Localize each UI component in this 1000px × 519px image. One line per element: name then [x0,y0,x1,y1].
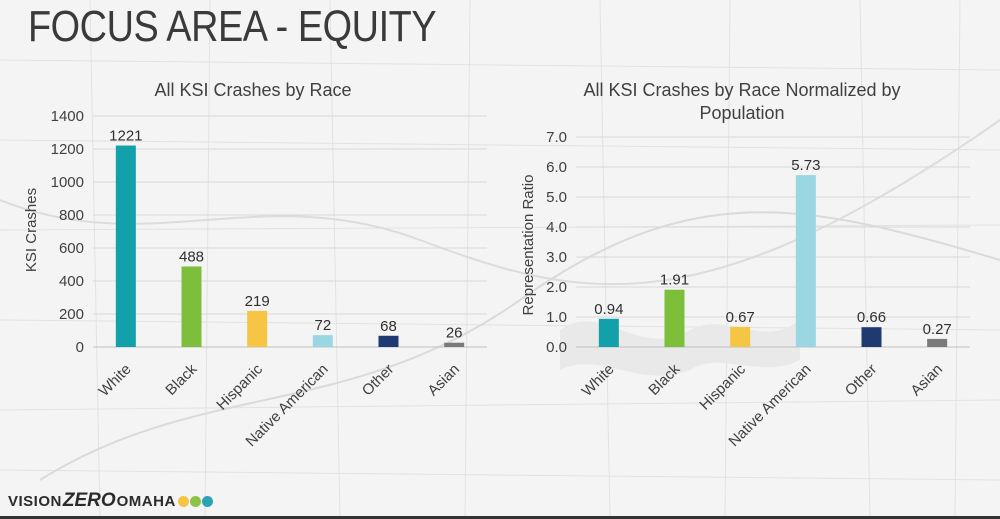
y-tick-label: 6.0 [546,159,567,176]
y-tick-label: 600 [59,240,84,257]
data-label: 219 [245,293,270,310]
data-label: 68 [380,318,397,335]
logo-dots [177,495,213,507]
y-tick-label: 2.0 [546,279,567,296]
y-tick-label: 1.0 [546,309,567,326]
logo-vision-text: VISION [8,492,62,510]
data-label: 1221 [109,128,142,145]
y-tick-label: 400 [59,273,84,290]
y-tick-label: 0.0 [546,339,567,356]
category-label: Hispanic [696,360,749,413]
bar-black [664,289,685,347]
category-label: Hispanic [213,360,266,413]
bar-hispanic [247,310,268,347]
category-label: Black [162,360,200,398]
slide-title: FOCUS AREA - EQUITY [28,2,437,51]
chart1-ylabel: KSI Crashes [23,188,40,272]
data-label: 0.94 [594,301,623,318]
category-label: Other [842,361,881,400]
chart1-data-labels: 1221 488 219 72 68 26 [109,128,462,342]
bar-asian [927,338,948,347]
y-tick-label: 1200 [51,141,84,158]
data-label: 0.67 [726,309,755,326]
chart2-title-line1: All KSI Crashes by Race Normalized by [583,80,900,100]
chart2-ylabel: Representation Ratio [520,175,537,316]
category-label: Asian [907,361,946,400]
y-tick-label: 4.0 [546,219,567,236]
data-label: 0.66 [857,309,886,326]
chart1-gridlines [93,115,487,348]
y-tick-label: 5.0 [546,189,567,206]
bar-native-american [312,335,333,347]
bar-white [598,318,619,347]
category-label: Asian [424,361,463,400]
y-tick-label: 1000 [51,174,84,191]
y-tick-label: 800 [59,207,84,224]
category-label: White [96,361,135,400]
bar-black [181,266,202,347]
logo-dot-icon [201,495,213,507]
bar-asian [444,342,465,347]
y-tick-label: 7.0 [546,129,567,146]
y-tick-label: 3.0 [546,249,567,266]
category-label: White [579,361,618,400]
logo-zero-text: ZERO [62,490,116,511]
y-tick-label: 200 [59,306,84,323]
data-label: 5.73 [791,157,820,174]
data-label: 1.91 [660,272,689,289]
chart2-bars [598,175,948,347]
chart-normalized: All KSI Crashes by Race Normalized by Po… [520,80,970,450]
chart1-y-ticks: 0 200 400 600 800 1000 1200 1400 [51,108,84,356]
data-label: 0.27 [923,321,952,338]
bar-white [115,145,136,347]
logo-dot-icon [189,495,201,507]
bar-other [378,335,399,347]
category-label: Other [359,361,398,400]
chart-ksi-crashes: All KSI Crashes by Race KSI Crashes 0 200… [23,80,487,450]
chart2-title-line2: Population [699,103,784,123]
chart1-bars [115,145,465,347]
data-label: 72 [314,317,331,334]
bar-native-american [795,175,816,347]
bottom-rule [0,516,1000,519]
chart1-title: All KSI Crashes by Race [154,80,351,100]
y-tick-label: 1400 [51,108,84,125]
vision-zero-omaha-logo: VISION ZERO OMAHA [8,489,213,513]
data-label: 488 [179,248,204,265]
chart2-y-ticks: 0.0 1.0 2.0 3.0 4.0 5.0 6.0 7.0 [546,129,567,356]
logo-dot-icon [177,495,189,507]
bar-hispanic [730,326,751,347]
logo-omaha-text: OMAHA [116,492,176,510]
data-label: 26 [446,325,463,342]
bar-other [861,327,882,347]
category-label: Black [645,360,683,398]
chart2-gridlines [576,136,970,348]
chart2-data-labels: 0.94 1.91 0.67 5.73 0.66 0.27 [594,157,952,338]
y-tick-label: 0 [76,339,84,356]
